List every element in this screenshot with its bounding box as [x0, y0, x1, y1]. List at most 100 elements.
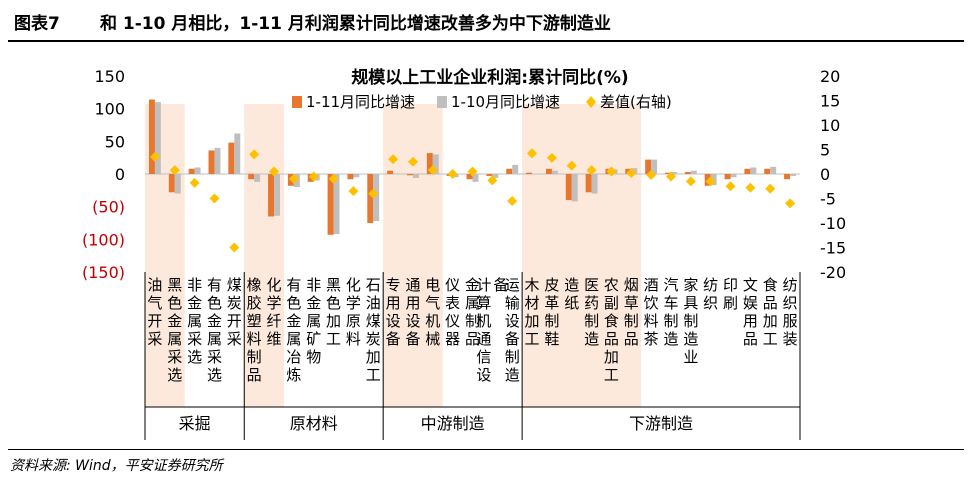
right-tick-label: -5: [820, 190, 836, 209]
bar-s0-6: [268, 174, 275, 217]
right-tick-label: 20: [820, 67, 840, 86]
diff-point-21: [566, 160, 577, 171]
category-label-23: 农副食品加工: [604, 276, 619, 384]
right-tick-label: 15: [820, 92, 840, 111]
bar-s1-13: [412, 174, 419, 178]
diff-point-30: [745, 182, 756, 193]
bar-s1-3: [214, 147, 221, 174]
bar-s1-11: [373, 174, 380, 222]
bar-s1-30: [750, 167, 757, 174]
footer-divider: [8, 449, 964, 450]
bar-s1-17: [492, 174, 499, 178]
bar-s1-27: [690, 170, 697, 174]
category-label-28: 纺织: [703, 276, 718, 312]
diff-point-14: [427, 165, 438, 176]
figure-header: 图表7 和 1-10 月相比，1-11 月利润累计同比增速改善多为中下游制造业: [8, 0, 964, 42]
category-label-21: 造纸: [564, 276, 579, 312]
bar-s0-29: [724, 174, 731, 180]
category-label-1: 黑色金属采选: [167, 276, 182, 384]
bar-s0-13: [407, 174, 413, 176]
bar-s0-19: [526, 172, 533, 174]
diff-point-29: [725, 181, 736, 192]
legend-label-1: 1-10月同比增速: [451, 93, 560, 111]
group-label-0: 采掘: [179, 414, 211, 433]
bar-s1-5: [254, 174, 261, 182]
bar-s0-20: [545, 168, 552, 174]
diff-point-10: [348, 186, 359, 197]
category-label-12: 专用设备: [386, 276, 401, 348]
diff-point-22: [586, 165, 597, 176]
bar-s1-25: [651, 159, 658, 174]
legend-swatch-0: [292, 96, 302, 108]
bar-s0-2: [188, 168, 195, 174]
right-tick-label: 10: [820, 116, 840, 135]
legend-swatch-2: [586, 96, 596, 108]
diff-point-9: [328, 173, 339, 184]
bar-s0-30: [744, 168, 751, 174]
category-label-9: 黑色加工: [326, 276, 341, 348]
bar-s1-29: [730, 174, 737, 178]
diff-point-23: [606, 166, 617, 177]
category-label-8: 非金属矿物: [306, 276, 321, 366]
category-label-13: 通用设备: [405, 276, 420, 348]
bar-s1-0: [154, 102, 161, 174]
bar-s1-19: [532, 174, 538, 175]
right-tick-label: 0: [820, 165, 830, 184]
category-label-10: 化学原料: [346, 276, 361, 348]
diff-point-13: [407, 156, 418, 167]
diff-point-8: [308, 171, 319, 182]
category-label-4: 煤炭开采: [227, 276, 242, 348]
legend-label-2: 差值(右轴): [600, 93, 672, 111]
bar-s1-14: [432, 154, 439, 174]
diff-point-12: [388, 154, 399, 165]
bar-s0-4: [228, 142, 235, 174]
diff-point-24: [626, 168, 637, 179]
diff-point-4: [229, 242, 240, 253]
diff-point-3: [209, 193, 220, 204]
category-label-24: 烟草制品: [624, 276, 639, 348]
group-label-2: 中游制造: [421, 414, 485, 433]
bar-s0-11: [367, 174, 374, 223]
bar-s1-4: [234, 133, 241, 174]
diff-point-7: [288, 173, 299, 184]
category-label-27: 家具制造业: [683, 276, 698, 366]
highlight-band-3: [522, 104, 642, 407]
source-note: 资料来源: Wind，平安证券研究所: [10, 458, 223, 474]
diff-point-32: [785, 198, 796, 209]
category-label-17: 计算机通信设: [476, 276, 491, 384]
diff-point-28: [705, 176, 716, 187]
bar-s0-18: [506, 168, 513, 174]
left-tick-label: 150: [94, 67, 125, 86]
category-label-15: 仪表仪器: [445, 276, 460, 348]
group-label-3: 下游制造: [629, 414, 693, 433]
left-tick-label: (150): [82, 263, 125, 282]
bar-s1-9: [333, 174, 340, 235]
category-label-29: 印刷: [723, 276, 738, 312]
legend-swatch-1: [437, 96, 447, 108]
right-tick-label: -10: [820, 214, 846, 233]
bar-s1-20: [551, 170, 558, 174]
category-label-22: 医药制造: [584, 276, 599, 348]
category-label-17: 备: [493, 276, 508, 294]
diff-point-1: [169, 165, 180, 176]
bar-s1-12: [393, 174, 400, 175]
left-tick-label: 50: [105, 132, 125, 151]
bar-s1-18: [512, 164, 519, 174]
bar-s1-2: [194, 167, 201, 174]
bar-s0-31: [764, 168, 771, 174]
legend-label-0: 1-11月同比增速: [306, 93, 415, 111]
left-tick-label: 100: [94, 100, 125, 119]
category-label-25: 酒饮料茶: [644, 276, 659, 348]
category-label-2: 非金属采选: [187, 276, 202, 366]
diff-point-18: [507, 195, 518, 206]
bar-s0-21: [565, 174, 572, 201]
bar-s0-16: [466, 174, 473, 180]
category-label-7: 有色金属冶炼: [286, 276, 301, 384]
category-label-5: 橡胶塑料制品: [247, 276, 262, 384]
diff-point-19: [527, 148, 538, 159]
left-tick-label: (50): [92, 198, 125, 217]
diff-point-20: [546, 152, 557, 163]
bar-s0-22: [585, 174, 592, 193]
category-label-20: 皮革制鞋: [544, 276, 559, 348]
category-label-3: 有色金属采选: [207, 276, 222, 384]
